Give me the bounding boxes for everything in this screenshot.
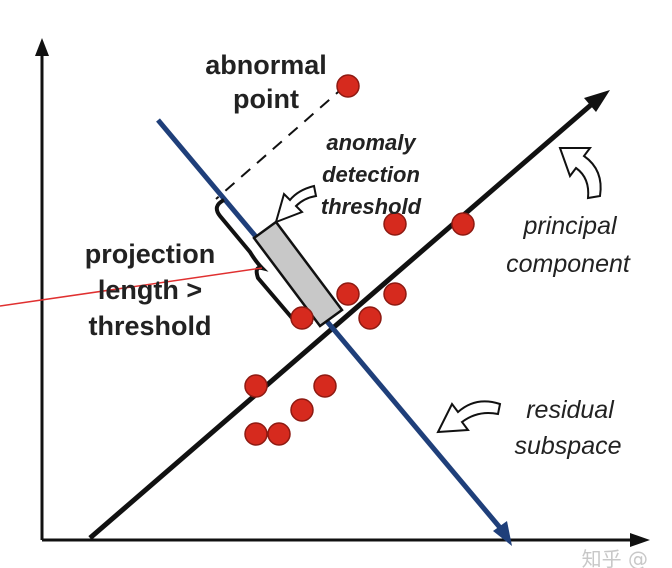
residual-subspace-arrowhead bbox=[493, 521, 512, 546]
watermark: 知乎 @ bbox=[582, 547, 648, 568]
data-points bbox=[244, 74, 475, 446]
projection-label-line2: length > bbox=[98, 275, 202, 305]
anomaly-threshold-label-line1: anomaly bbox=[326, 130, 417, 155]
data-point bbox=[313, 374, 337, 398]
data-point bbox=[451, 212, 475, 236]
data-point bbox=[244, 422, 268, 446]
principal-component-label-line2: component bbox=[506, 250, 631, 278]
data-point bbox=[290, 398, 314, 422]
principal-component-axis bbox=[88, 102, 594, 540]
abnormal-data-point bbox=[336, 74, 360, 98]
projection-label-line1: projection bbox=[85, 239, 216, 269]
principal-component-arrowhead bbox=[584, 90, 610, 112]
data-point bbox=[383, 212, 407, 236]
pointer-line bbox=[0, 267, 263, 307]
threshold-box bbox=[252, 220, 344, 328]
y-axis-arrowhead bbox=[35, 38, 49, 56]
principal-component-label-line1: principal bbox=[522, 212, 618, 240]
curved-arrow-residual-icon bbox=[436, 400, 502, 434]
projection-dashed-line bbox=[215, 85, 346, 200]
residual-subspace-axis bbox=[156, 118, 504, 532]
residual-subspace-label-line1: residual bbox=[526, 396, 615, 424]
anomaly-threshold-label-line2: detection bbox=[322, 162, 420, 187]
data-point bbox=[336, 282, 360, 306]
data-point bbox=[383, 282, 407, 306]
x-axis-arrowhead bbox=[630, 533, 650, 547]
abnormal-point-label-line1: abnormal bbox=[205, 50, 327, 80]
data-point bbox=[290, 306, 314, 330]
projection-label-line3: threshold bbox=[88, 311, 211, 341]
curved-arrow-threshold-icon bbox=[274, 184, 318, 224]
curved-arrow-principal-icon bbox=[558, 147, 602, 200]
residual-subspace-label-line2: subspace bbox=[514, 432, 621, 460]
abnormal-point-label-line2: point bbox=[233, 84, 299, 114]
data-point bbox=[267, 422, 291, 446]
anomaly-threshold-label-line3: threshold bbox=[321, 194, 422, 219]
data-point bbox=[358, 306, 382, 330]
data-point bbox=[244, 374, 268, 398]
